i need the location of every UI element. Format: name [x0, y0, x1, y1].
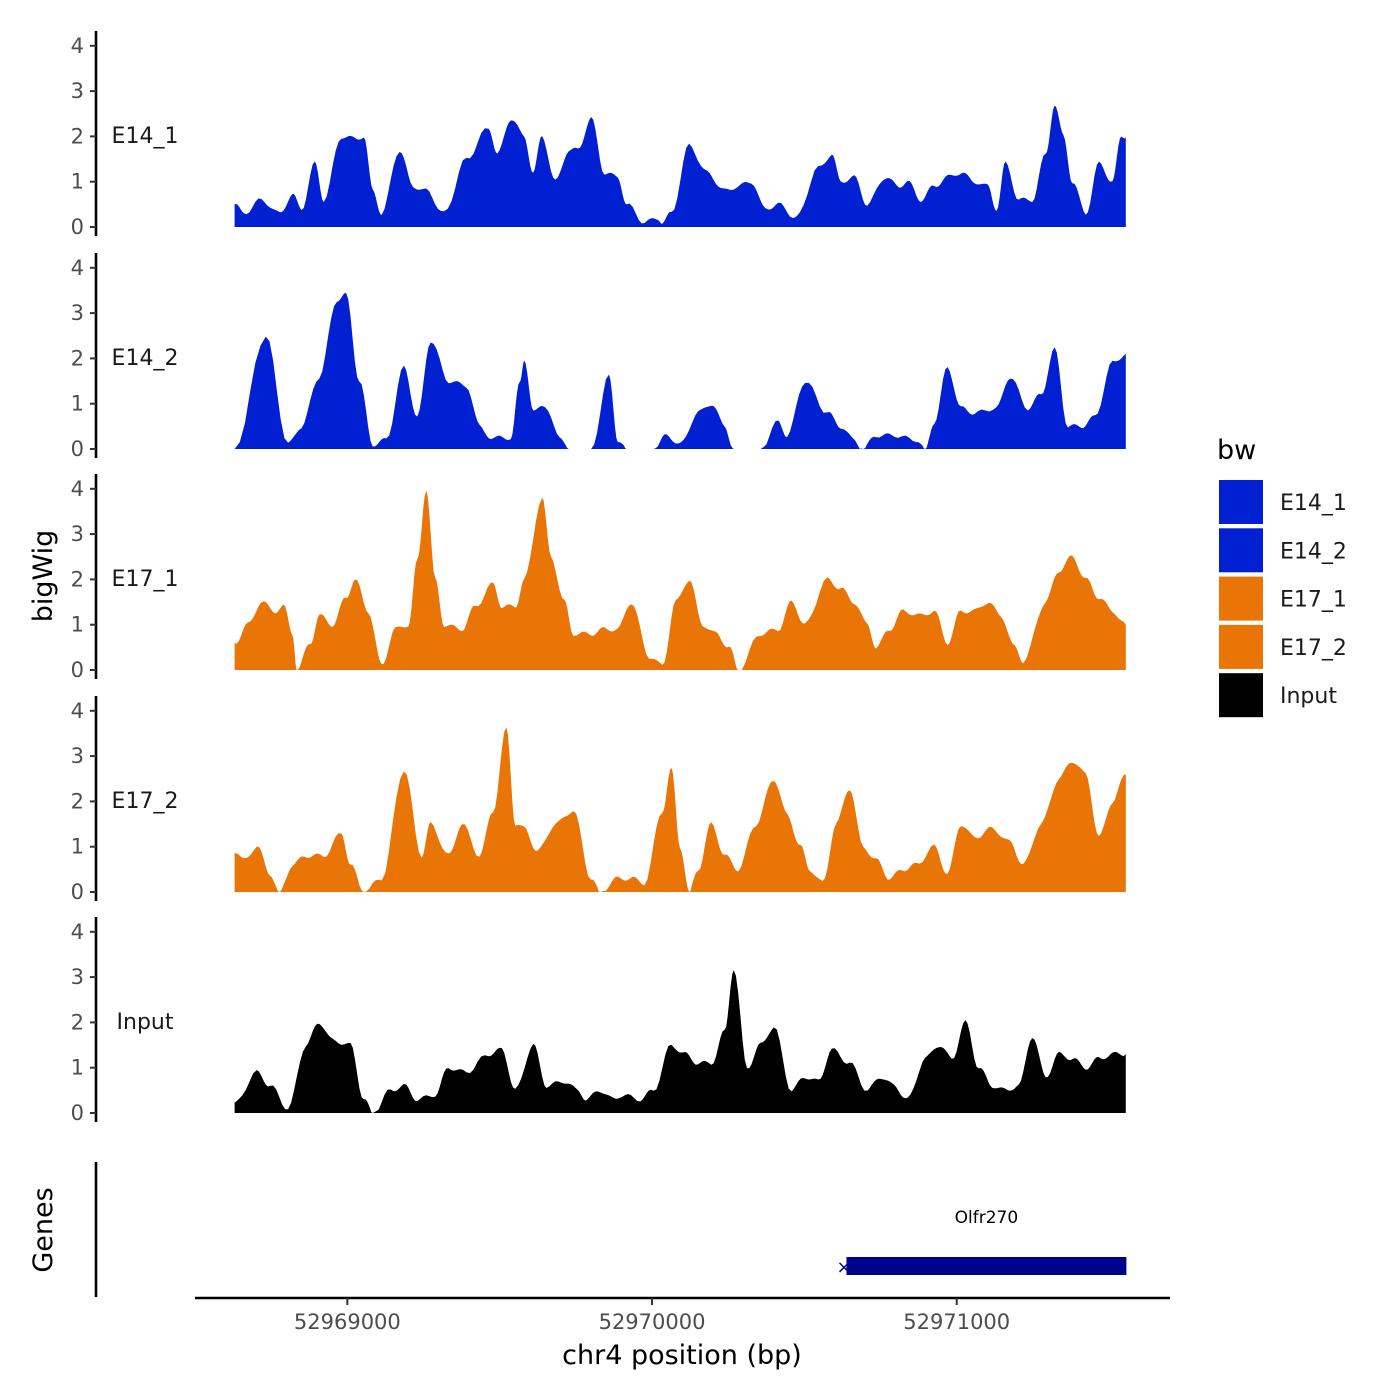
track-label: E14_1 — [112, 124, 179, 149]
legend-label: E14_2 — [1280, 539, 1347, 564]
y-tick-label: 2 — [71, 1010, 84, 1034]
x-axis-title: chr4 position (bp) — [562, 1340, 802, 1371]
gene-strand-marker: × — [836, 1257, 851, 1278]
y-tick-label: 1 — [71, 392, 84, 416]
gene-label: Olfr270 — [955, 1208, 1019, 1228]
signal-area-e17-2 — [234, 727, 1126, 892]
x-axis: 52969000 52970000 52971000 chr4 position (… — [195, 1296, 1170, 1371]
y-tick-label: 1 — [71, 613, 84, 637]
y-tick-label: 0 — [71, 437, 84, 461]
y-tick-label: 4 — [71, 34, 84, 58]
y-tick-label: 1 — [71, 835, 84, 859]
bigwig-tracks: 0 1 2 3 4 E14_1 0 1 2 3 4 E14_2 0 1 2 3 4 E17_1 0 1 2 3 4 E17_2… — [71, 31, 1126, 1125]
y-tick-label: 3 — [71, 79, 84, 103]
track-e14-1: 0 1 2 3 4 E14_1 — [71, 31, 1126, 239]
x-tick-label: 52970000 — [599, 1310, 706, 1334]
legend-swatch — [1219, 673, 1263, 718]
legend: bw E14_1 E14_2 E17_1 E17_2 Input — [1217, 435, 1347, 718]
genes-axis-title: Genes — [28, 1187, 59, 1272]
track-e17-2: 0 1 2 3 4 E17_2 — [71, 696, 1126, 904]
track-label: E17_2 — [112, 789, 179, 814]
track-input: 0 1 2 3 4 Input — [71, 917, 1126, 1125]
x-axis-ticks: 52969000 52970000 52971000 — [294, 1298, 1010, 1334]
y-tick-label: 2 — [71, 124, 84, 148]
track-e14-2: 0 1 2 3 4 E14_2 — [71, 253, 1126, 461]
y-tick-label: 4 — [71, 256, 84, 280]
y-tick-label: 3 — [71, 522, 84, 546]
genes-panel: Genes × Olfr270 — [28, 1162, 1127, 1297]
y-tick-label: 2 — [71, 789, 84, 813]
legend-label: E17_1 — [1280, 588, 1347, 613]
legend-swatch — [1219, 576, 1263, 621]
y-tick-label: 4 — [71, 920, 84, 944]
y-tick-label: 2 — [71, 567, 84, 591]
y-tick-label: 1 — [71, 170, 84, 194]
signal-area-e14-2 — [234, 292, 1126, 449]
gene-body-olfr270 — [846, 1257, 1127, 1275]
y-tick-label: 4 — [71, 477, 84, 501]
signal-area-e14-1 — [234, 105, 1126, 227]
y-tick-label: 3 — [71, 301, 84, 325]
track-label: E17_1 — [112, 567, 179, 592]
x-tick-label: 52969000 — [294, 1310, 401, 1334]
gene-features: × Olfr270 — [836, 1208, 1127, 1278]
track-label: E14_2 — [112, 346, 179, 371]
y-tick-label: 2 — [71, 346, 84, 370]
legend-label: E17_2 — [1280, 636, 1347, 661]
y-tick-label: 1 — [71, 1056, 84, 1080]
y-tick-label: 0 — [71, 215, 84, 239]
y-tick-label: 3 — [71, 965, 84, 989]
y-tick-label: 3 — [71, 744, 84, 768]
y-axis-title: bigWig — [28, 530, 59, 623]
y-tick-label: 4 — [71, 699, 84, 723]
legend-label: E14_1 — [1280, 491, 1347, 516]
legend-swatch — [1219, 528, 1263, 573]
legend-title: bw — [1217, 435, 1256, 466]
legend-label: Input — [1280, 684, 1337, 709]
legend-swatch — [1219, 480, 1263, 524]
y-tick-label: 0 — [71, 880, 84, 904]
legend-swatch — [1219, 624, 1263, 669]
signal-area-e17-1 — [234, 490, 1126, 670]
y-tick-label: 0 — [71, 1101, 84, 1125]
x-tick-label: 52971000 — [903, 1310, 1010, 1334]
legend-entries: E14_1 E14_2 E17_1 E17_2 Input — [1219, 480, 1347, 718]
y-tick-label: 0 — [71, 658, 84, 682]
track-label: Input — [117, 1010, 174, 1035]
signal-area-input — [234, 970, 1126, 1113]
track-e17-1: 0 1 2 3 4 E17_1 — [71, 474, 1126, 682]
